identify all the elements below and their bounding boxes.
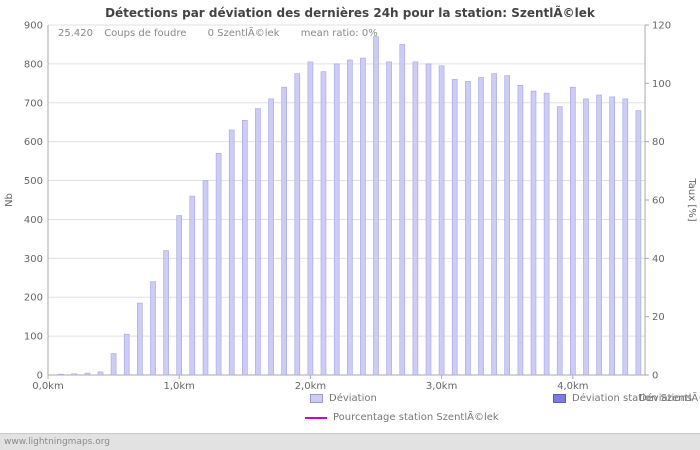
- deviation-bar: [242, 120, 248, 376]
- chart-title: Détections par déviation des dernières 2…: [105, 6, 595, 20]
- y-left-tick-label: 800: [24, 59, 43, 70]
- station-strikes-count: 0 SzentlÃ©lek: [207, 28, 280, 39]
- deviation-bar: [333, 63, 340, 376]
- legend-line-station-percentage: [305, 416, 327, 419]
- deviation-bar: [491, 73, 497, 376]
- deviation-bar: [373, 36, 379, 376]
- deviation-bar: [255, 108, 261, 376]
- legend-swatch-station-deviation: [553, 394, 566, 403]
- deviation-bar: [596, 94, 602, 376]
- mean-ratio: mean ratio: 0%: [300, 28, 378, 39]
- legend-item-station-percentage: Pourcentage station SzentlÃ©lek: [305, 412, 499, 423]
- deviation-bar: [176, 215, 182, 376]
- deviation-bar: [569, 86, 576, 376]
- y-right-tick-label: 80: [652, 137, 665, 148]
- legend-label-deviation: Déviation: [329, 393, 377, 404]
- y-left-tick-label: 400: [24, 215, 43, 226]
- y-right-tick-label: 100: [652, 79, 671, 90]
- deviation-bar: [215, 153, 222, 376]
- x-tick-label: 0,0km: [32, 381, 63, 392]
- y-right-tick-label: 40: [652, 254, 665, 265]
- y-left-tick-label: 300: [24, 254, 43, 265]
- deviation-bar: [123, 333, 130, 376]
- strikes-count-label: Coups de foudre: [104, 28, 187, 39]
- stats-line: 25.420 Coups de foudre 0 SzentlÃ©lek mea…: [58, 28, 378, 39]
- deviation-bar: [478, 77, 484, 376]
- x-tick-label: 3,0km: [426, 381, 457, 392]
- y-left-tick-label: 100: [24, 332, 43, 343]
- deviation-bar: [622, 98, 629, 376]
- deviation-bar: [583, 98, 589, 376]
- deviation-bar: [307, 61, 314, 376]
- deviation-bar: [451, 79, 458, 376]
- legend-label-station-percentage: Pourcentage station SzentlÃ©lek: [333, 412, 499, 423]
- deviation-bar: [609, 96, 616, 376]
- y-left-axis-label: Nb: [4, 193, 15, 207]
- y-left-tick-label: 200: [24, 293, 43, 304]
- deviation-bar: [97, 371, 104, 376]
- deviation-bar: [268, 98, 274, 376]
- y-left-tick-label: 600: [24, 137, 43, 148]
- strikes-count: 25.420: [58, 28, 93, 39]
- y-right-tick-label: 120: [652, 21, 671, 32]
- deviation-bar: [412, 61, 419, 376]
- x-tick-label: 4,0km: [557, 381, 588, 392]
- deviation-bar: [320, 71, 327, 376]
- deviation-bar: [360, 57, 366, 376]
- deviation-bar: [163, 250, 169, 376]
- y-left-tick-label: 500: [24, 176, 43, 187]
- deviation-bar: [543, 92, 550, 376]
- y-left-tick-label: 0: [37, 371, 43, 382]
- y-right-tick-label: 0: [652, 371, 658, 382]
- watermark-link[interactable]: www.lightningmaps.org: [4, 437, 110, 447]
- deviation-bar-chart: 0 100 200 300 400 500 600 700 800 900 0 20 40 60 80 100…: [4, 21, 697, 393]
- deviation-bar: [228, 129, 235, 376]
- footer-bar: www.lightningmaps.org: [0, 433, 700, 450]
- deviation-bar: [425, 63, 432, 376]
- deviation-bar: [71, 373, 77, 376]
- deviation-bar: [465, 81, 471, 376]
- y-right-tick-label: 20: [652, 312, 665, 323]
- deviation-bar: [530, 90, 537, 376]
- deviation-bar: [58, 373, 64, 376]
- x-axis-label: Déviations: [638, 393, 692, 404]
- y-right-axis-label: Taux [%]: [686, 177, 697, 221]
- legend-swatch-deviation: [310, 394, 323, 403]
- y-right-tick-label: 60: [652, 196, 665, 207]
- x-tick-label: 1,0km: [163, 381, 194, 392]
- deviation-bar: [189, 195, 196, 376]
- deviation-bar: [137, 302, 143, 376]
- y-left-tick-label: 900: [24, 21, 43, 32]
- deviation-bar: [346, 59, 353, 376]
- deviation-bar: [84, 372, 91, 376]
- deviation-bar: [517, 85, 524, 376]
- deviation-bar: [294, 73, 301, 376]
- x-tick-label: 2,0km: [295, 381, 326, 392]
- deviation-bar: [438, 65, 445, 376]
- deviation-bar: [202, 180, 209, 376]
- deviation-bar: [504, 75, 511, 376]
- deviation-bar: [110, 353, 117, 376]
- deviation-bar: [556, 106, 563, 376]
- legend-item-deviation: Déviation: [310, 393, 377, 404]
- y-left-tick-label: 700: [24, 98, 43, 109]
- deviation-bar: [150, 281, 156, 376]
- deviation-bar: [399, 44, 406, 376]
- deviation-bar: [635, 110, 642, 376]
- deviation-bar: [386, 61, 392, 376]
- deviation-bar: [281, 86, 288, 376]
- legend-label-station-deviation: Déviation station SzentlÃ©lek: [572, 393, 700, 404]
- legend-item-station-deviation: Déviation station SzentlÃ©lek: [553, 393, 700, 404]
